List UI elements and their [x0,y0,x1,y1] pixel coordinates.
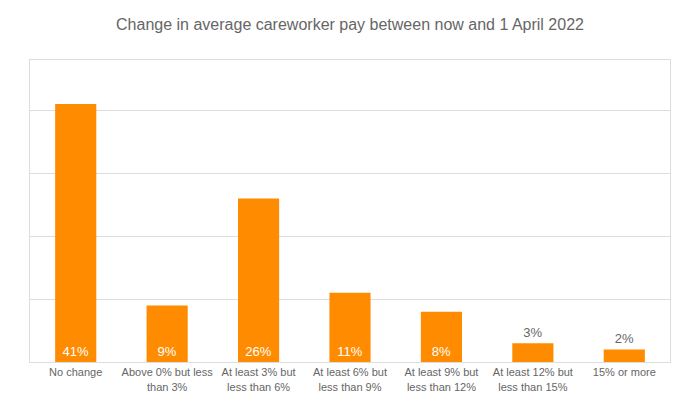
svg-text:9%: 9% [158,344,177,359]
svg-text:15% or more: 15% or more [593,366,656,378]
svg-text:At least 6% butless than 9%: At least 6% butless than 9% [313,366,387,392]
svg-text:At least 9% butless than 12%: At least 9% butless than 12% [404,366,478,392]
svg-text:41%: 41% [62,344,88,359]
svg-text:3%: 3% [523,325,542,340]
svg-text:At least 3% butless than 6%: At least 3% butless than 6% [222,366,296,392]
svg-text:2%: 2% [615,331,634,346]
svg-text:8%: 8% [432,344,451,359]
svg-text:11%: 11% [337,344,362,359]
svg-text:No change: No change [49,366,102,378]
svg-text:26%: 26% [245,344,271,359]
svg-text:At least 12% butless than 15%: At least 12% butless than 15% [493,366,573,392]
svg-text:Above 0% but lessthan 3%: Above 0% but lessthan 3% [122,366,214,392]
svg-text:Change in average careworker p: Change in average careworker pay between… [116,16,584,33]
